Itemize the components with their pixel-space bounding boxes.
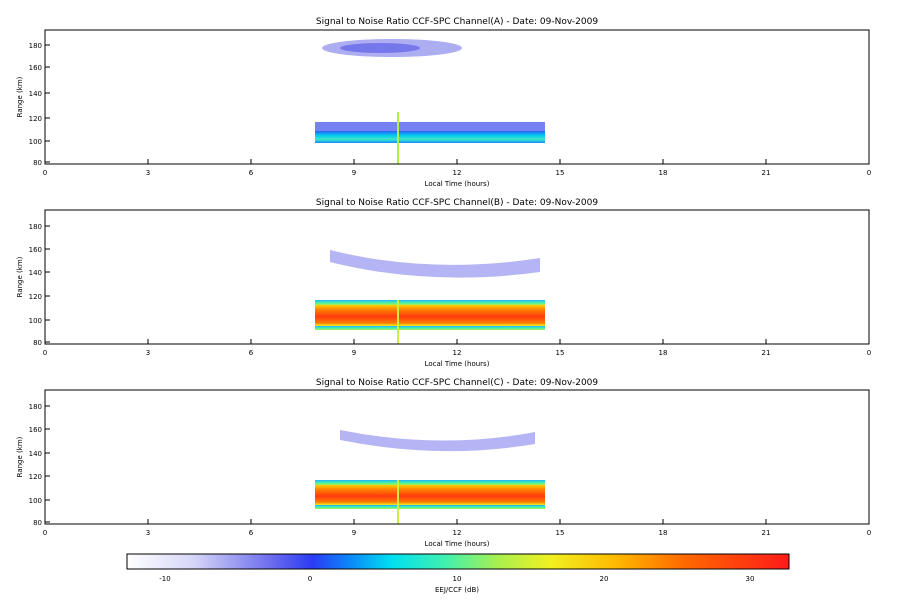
x-tick-label: 9 <box>352 169 356 177</box>
x-tick-label: 21 <box>762 169 771 177</box>
panel-b-main-band <box>315 305 545 326</box>
panel-c: Signal to Noise Ratio CCF-SPC Channel(C)… <box>16 378 871 548</box>
panel-b-upper-echo <box>330 250 540 278</box>
panel-b: Signal to Noise Ratio CCF-SPC Channel(B)… <box>16 198 871 368</box>
y-tick-label: 80 <box>33 159 42 167</box>
y-tick-label: 140 <box>29 450 42 458</box>
y-tick-label: 120 <box>29 293 42 301</box>
x-tick-label: 0 <box>43 169 47 177</box>
x-tick-label: 6 <box>249 169 254 177</box>
panel-b-xlabel: Local Time (hours) <box>425 360 490 368</box>
x-tick-label: 9 <box>352 349 356 357</box>
x-tick-label: 15 <box>556 529 565 537</box>
x-tick-label: 0 <box>867 169 871 177</box>
y-tick-label: 120 <box>29 115 42 123</box>
panel-c-edge-lower <box>315 505 545 509</box>
y-tick-label: 160 <box>29 64 42 72</box>
panel-c-edge-upper <box>315 480 545 485</box>
x-tick-label: 0 <box>43 529 47 537</box>
panel-a-x-ticks: 0 3 6 9 12 15 18 21 0 <box>43 159 871 177</box>
x-tick-label: 12 <box>453 169 462 177</box>
x-tick-label: 21 <box>762 529 771 537</box>
panel-b-spike <box>397 300 399 344</box>
x-tick-label: 3 <box>146 169 150 177</box>
panel-c-y-ticks: 180 160 140 120 100 80 <box>29 403 50 527</box>
panel-c-spike <box>397 480 399 524</box>
colorbar-tick-label: -10 <box>159 575 170 583</box>
y-tick-label: 80 <box>33 339 42 347</box>
x-tick-label: 0 <box>867 529 871 537</box>
y-tick-label: 140 <box>29 90 42 98</box>
panel-c-xlabel: Local Time (hours) <box>425 540 490 548</box>
panel-a-y-ticks: 180 160 140 120 100 80 <box>29 42 50 167</box>
x-tick-label: 21 <box>762 349 771 357</box>
x-tick-label: 15 <box>556 169 565 177</box>
panel-a-xlabel: Local Time (hours) <box>425 180 490 188</box>
colorbar-tick-label: 0 <box>308 575 312 583</box>
panel-b-x-ticks: 0 3 6 9 12 15 18 21 0 <box>43 339 871 357</box>
panel-c-ylabel: Range (km) <box>16 436 24 477</box>
y-tick-label: 180 <box>29 42 42 50</box>
panel-c-x-ticks: 0 3 6 9 12 15 18 21 0 <box>43 519 871 537</box>
y-tick-label: 100 <box>29 138 42 146</box>
x-tick-label: 18 <box>659 349 668 357</box>
panel-c-upper-echo <box>340 430 535 452</box>
colorbar-gradient <box>126 553 790 570</box>
colorbar-label: EEJ/CCF (dB) <box>435 586 479 594</box>
panel-a-band-103km <box>315 131 545 143</box>
panel-b-edge-upper <box>315 300 545 305</box>
x-tick-label: 0 <box>43 349 47 357</box>
x-tick-label: 18 <box>659 529 668 537</box>
panel-a-ylabel: Range (km) <box>16 76 24 117</box>
colorbar-tick-label: 20 <box>600 575 609 583</box>
y-tick-label: 180 <box>29 223 42 231</box>
y-tick-label: 140 <box>29 269 42 277</box>
x-tick-label: 9 <box>352 529 356 537</box>
colorbar-tick-label: 30 <box>746 575 755 583</box>
x-tick-label: 3 <box>146 349 150 357</box>
x-tick-label: 12 <box>453 529 462 537</box>
x-tick-label: 6 <box>249 529 254 537</box>
x-tick-label: 6 <box>249 349 254 357</box>
x-tick-label: 12 <box>453 349 462 357</box>
panel-a-spike <box>397 112 399 164</box>
panel-b-title: Signal to Noise Ratio CCF-SPC Channel(B)… <box>316 198 598 208</box>
panel-b-heatmap <box>315 250 545 344</box>
panel-c-heatmap <box>315 430 545 524</box>
panel-a-upper-echo-core <box>340 43 420 53</box>
y-tick-label: 160 <box>29 426 42 434</box>
panel-b-y-ticks: 180 160 140 120 100 80 <box>29 223 50 347</box>
y-tick-label: 160 <box>29 246 42 254</box>
y-tick-label: 80 <box>33 519 42 527</box>
y-tick-label: 180 <box>29 403 42 411</box>
panel-a-band-115km <box>315 122 545 131</box>
x-tick-label: 15 <box>556 349 565 357</box>
colorbar: -10 0 10 20 30 EEJ/CCF (dB) <box>126 553 790 594</box>
x-tick-label: 3 <box>146 529 150 537</box>
x-tick-label: 18 <box>659 169 668 177</box>
panel-a: Signal to Noise Ratio CCF-SPC Channel(A)… <box>16 17 871 188</box>
y-tick-label: 120 <box>29 473 42 481</box>
panel-a-title: Signal to Noise Ratio CCF-SPC Channel(A)… <box>316 17 598 27</box>
x-tick-label: 0 <box>867 349 871 357</box>
panel-c-title: Signal to Noise Ratio CCF-SPC Channel(C)… <box>316 378 599 388</box>
panel-a-heatmap <box>315 39 545 164</box>
panel-b-edge-lower <box>315 326 545 330</box>
panel-c-main-band <box>315 485 545 505</box>
y-tick-label: 100 <box>29 497 42 505</box>
y-tick-label: 100 <box>29 317 42 325</box>
colorbar-tick-label: 10 <box>453 575 462 583</box>
panel-b-ylabel: Range (km) <box>16 256 24 297</box>
